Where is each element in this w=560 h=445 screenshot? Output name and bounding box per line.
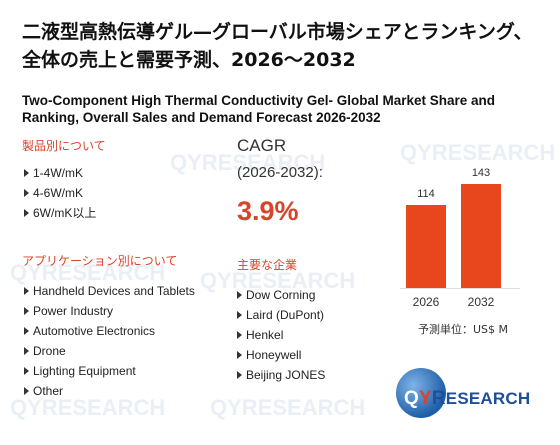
watermark: QYRESEARCH [210, 395, 366, 420]
globe-icon [396, 368, 446, 418]
bar-value-label: 143 [471, 167, 491, 179]
qyresearch-logo: QYRESEARCH [396, 366, 540, 426]
cagr-period: (2026-2032): [237, 164, 323, 181]
list-item: 1-4W/mK [24, 163, 96, 183]
bar-2032 [461, 184, 501, 288]
list-item: Laird (DuPont) [237, 305, 325, 325]
list-item: Honeywell [237, 345, 325, 365]
product-list: 1-4W/mK 4-6W/mK 6W/mK以上 [24, 163, 96, 223]
list-item: Handheld Devices and Tablets [24, 281, 195, 301]
list-item: Drone [24, 341, 195, 361]
page-title: 二液型高熱伝導ゲル—グローバル市場シェアとランキング、全体の売上と需要予測、20… [22, 21, 533, 71]
bar-value-label: 114 [417, 188, 435, 201]
cagr-label: CAGR [237, 136, 287, 155]
application-list: Handheld Devices and Tablets Power Indus… [24, 281, 195, 401]
list-item: Automotive Electronics [24, 321, 195, 341]
cagr-value: 3.9% [237, 196, 299, 226]
companies-section-heading: 主要な企業 [237, 258, 298, 272]
companies-list: Dow Corning Laird (DuPont) Henkel Honeyw… [237, 285, 325, 385]
list-item: Lighting Equipment [24, 361, 195, 381]
list-item: 4-6W/mK [24, 183, 96, 203]
list-item: Dow Corning [237, 285, 325, 305]
bar-category-label: 2032 [467, 295, 495, 309]
list-item: Henkel [237, 325, 325, 345]
bar-2026 [406, 205, 446, 288]
list-item: Other [24, 381, 195, 401]
page-subtitle: Two-Component High Thermal Conductivity … [22, 93, 496, 125]
logo-text: QYRESEARCH [404, 388, 531, 409]
application-section-heading: アプリケーション別について [22, 254, 178, 268]
list-item: Beijing JONES [237, 365, 325, 385]
list-item: Power Industry [24, 301, 195, 321]
chart-unit-label: 予測単位：US$ M [418, 323, 509, 336]
chart-axis [400, 288, 520, 289]
product-section-heading: 製品別について [22, 139, 106, 153]
bar-category-label: 2026 [412, 295, 440, 309]
watermark: QYRESEARCH [400, 140, 556, 165]
list-item: 6W/mK以上 [24, 203, 96, 223]
